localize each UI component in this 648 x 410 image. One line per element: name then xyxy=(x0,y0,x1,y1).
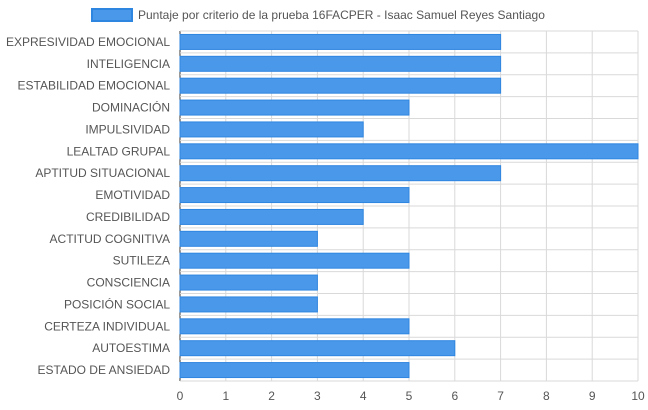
category-labels: EXPRESIVIDAD EMOCIONAL INTELIGENCIA ESTABI… xyxy=(6,35,170,377)
bar-10[interactable] xyxy=(179,230,318,247)
bar-5[interactable] xyxy=(179,121,364,138)
bar-11[interactable] xyxy=(179,252,410,269)
category-label: SUTILEZA xyxy=(113,254,170,268)
category-label: EXPRESIVIDAD EMOCIONAL xyxy=(6,35,170,49)
legend[interactable]: Puntaje por criterio de la prueba 16FACP… xyxy=(91,8,545,22)
x-tick-label: 7 xyxy=(497,389,504,403)
x-tick-label: 5 xyxy=(406,389,413,403)
x-tick-label: 8 xyxy=(543,389,550,403)
category-label: ACTITUD COGNITIVA xyxy=(50,232,170,246)
category-label: AUTOESTIMA xyxy=(92,341,170,355)
bar-16[interactable] xyxy=(179,362,410,379)
bar-15[interactable] xyxy=(179,340,456,357)
x-tick-label: 1 xyxy=(222,389,229,403)
bar-1[interactable] xyxy=(179,33,502,50)
bar-12[interactable] xyxy=(179,274,318,291)
x-tick-label: 0 xyxy=(177,389,184,403)
x-tick-label: 2 xyxy=(268,389,275,403)
category-label: EMOTIVIDAD xyxy=(95,188,170,202)
bar-6[interactable] xyxy=(179,143,639,160)
bar-8[interactable] xyxy=(179,187,410,204)
bar-13[interactable] xyxy=(179,296,318,313)
bar-3[interactable] xyxy=(179,77,502,94)
x-tick-label: 9 xyxy=(589,389,596,403)
category-label: IMPULSIVIDAD xyxy=(85,122,170,136)
category-label: ESTABILIDAD EMOCIONAL xyxy=(18,79,171,93)
category-label: ESTADO DE ANSIEDAD xyxy=(38,363,171,377)
category-label: CERTEZA INDIVIDUAL xyxy=(44,319,170,333)
bar-2[interactable] xyxy=(179,55,502,72)
bar-7[interactable] xyxy=(179,165,502,182)
legend-label[interactable]: Puntaje por criterio de la prueba 16FACP… xyxy=(138,8,545,22)
category-label: APTITUD SITUACIONAL xyxy=(35,166,170,180)
bar-4[interactable] xyxy=(179,99,410,116)
category-label: CONSCIENCIA xyxy=(87,276,170,290)
category-label: INTELIGENCIA xyxy=(87,57,170,71)
x-tick-label: 3 xyxy=(314,389,321,403)
legend-swatch[interactable] xyxy=(91,8,133,22)
category-label: LEALTAD GRUPAL xyxy=(67,144,171,158)
x-tick-label: 4 xyxy=(360,389,367,403)
bars xyxy=(179,33,639,379)
category-label: DOMINACIÓN xyxy=(92,100,170,115)
category-label: POSICIÓN SOCIAL xyxy=(64,296,170,311)
category-label: CREDIBILIDAD xyxy=(86,210,170,224)
x-tick-label: 10 xyxy=(631,389,645,403)
bar-9[interactable] xyxy=(179,208,364,225)
x-tick-label: 6 xyxy=(451,389,458,403)
bar-14[interactable] xyxy=(179,318,410,335)
x-axis-tick-labels: 0 1 2 3 4 5 6 7 8 9 10 xyxy=(177,389,645,403)
